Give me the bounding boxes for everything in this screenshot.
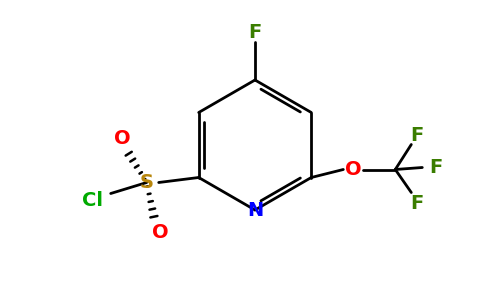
Text: O: O xyxy=(152,223,169,242)
Text: F: F xyxy=(430,158,443,177)
Text: N: N xyxy=(247,200,263,220)
Text: Cl: Cl xyxy=(82,191,103,210)
Text: F: F xyxy=(410,126,424,145)
Text: O: O xyxy=(114,129,131,148)
Text: F: F xyxy=(248,22,262,41)
Text: O: O xyxy=(345,160,362,179)
Text: S: S xyxy=(140,173,154,192)
Text: F: F xyxy=(410,194,424,213)
